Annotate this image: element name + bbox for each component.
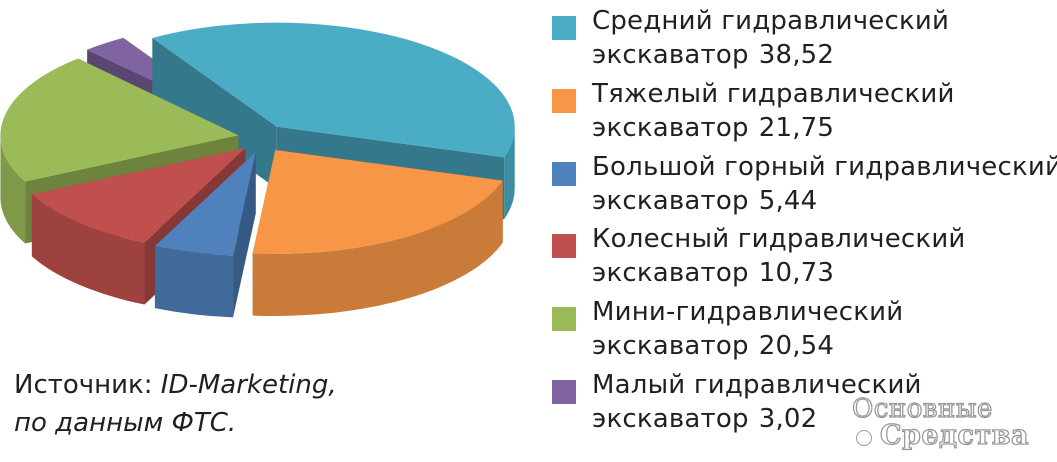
source-note: Источник: ID-Marketing, по данным ФТС.	[14, 366, 337, 442]
legend-label-line2: экскаватор	[592, 403, 749, 434]
watermark-line2: Средства	[879, 419, 1029, 451]
legend-value: 3,02	[758, 403, 818, 434]
legend-value: 38,52	[758, 40, 835, 70]
legend-label-line1: Колесный гидравлический	[592, 224, 966, 255]
legend-swatch-mining	[552, 161, 576, 186]
legend-swatch-heavy	[552, 88, 576, 113]
legend-item-medium: Средний гидравлический экскаватор 38,52	[552, 4, 1052, 77]
watermark-dot-icon	[856, 430, 872, 446]
legend-label-line1: Мини-гидравлический	[592, 297, 904, 328]
legend-label-line2: экскаватор	[592, 258, 749, 289]
source-name: ID-Marketing,	[160, 370, 337, 400]
chart-legend: Средний гидравлический экскаватор 38,52 Т…	[552, 4, 1057, 441]
legend-value: 20,54	[758, 331, 835, 362]
pie-slice-mining	[154, 151, 256, 318]
slice-side	[31, 194, 145, 305]
slice-top	[0, 58, 239, 182]
legend-swatch-medium	[552, 16, 576, 40]
legend-label-line1: Тяжелый гидравлический	[592, 78, 955, 109]
legend-label-line2: экскаватор	[592, 112, 749, 143]
legend-item-wheeled: Колесный гидравлический экскаватор 10,73	[552, 222, 1052, 295]
watermark-line1: Основные	[851, 393, 993, 424]
legend-swatch-wheeled	[552, 234, 576, 259]
slice-side	[504, 126, 515, 220]
slice-side	[252, 180, 503, 316]
legend-label-line1: Малый гидравлический	[592, 369, 922, 400]
pie-slice-heavy	[252, 149, 503, 316]
legend-swatch-small	[552, 379, 576, 404]
legend-label-line1: Большой горный гидравлический	[592, 151, 1057, 182]
slice-wall	[152, 37, 277, 189]
legend-label-small: Малый гидравлический экскаватор 3,02	[592, 368, 1052, 436]
slice-top	[31, 148, 246, 243]
slice-top	[154, 151, 256, 256]
legend-label-heavy: Тяжелый гидравлический экскаватор 21,75	[592, 77, 1052, 145]
legend-item-heavy: Тяжелый гидравлический экскаватор 21,75	[552, 77, 1052, 150]
legend-label-wheeled: Колесный гидравлический экскаватор 10,73	[592, 222, 1052, 290]
legend-label-medium: Средний гидравлический экскаватор 38,52	[592, 4, 1052, 72]
legend-item-mini: Мини-гидравлический экскаватор 20,54	[552, 295, 1052, 368]
legend-item-mining: Большой горный гидравлический экскаватор…	[552, 150, 1057, 223]
legend-value: 21,75	[758, 112, 835, 143]
legend-label-mini: Мини-гидравлический экскаватор 20,54	[592, 295, 1052, 363]
slice-top	[152, 22, 515, 158]
legend-swatch-mini	[552, 307, 576, 332]
legend-label-mining: Большой горный гидравлический экскаватор…	[592, 150, 1057, 218]
legend-item-small: Малый гидравлический экскаватор 3,02	[552, 368, 1052, 441]
slice-side	[0, 135, 26, 244]
watermark-logo: Основные Средства	[850, 393, 1050, 456]
slice-side	[154, 246, 234, 318]
legend-label-line2: экскаватор	[592, 331, 749, 362]
legend-value: 5,44	[758, 185, 818, 216]
legend-value: 10,73	[758, 258, 835, 289]
legend-label-line1: Средний гидравлический	[592, 6, 950, 36]
pie-chart	[0, 22, 515, 318]
source-prefix: Источник:	[14, 370, 153, 400]
legend-label-line2: экскаватор	[592, 185, 749, 216]
source-line2: по данным ФТС.	[14, 408, 237, 438]
legend-label-line2: экскаватор	[592, 40, 749, 70]
slice-top	[252, 149, 503, 254]
